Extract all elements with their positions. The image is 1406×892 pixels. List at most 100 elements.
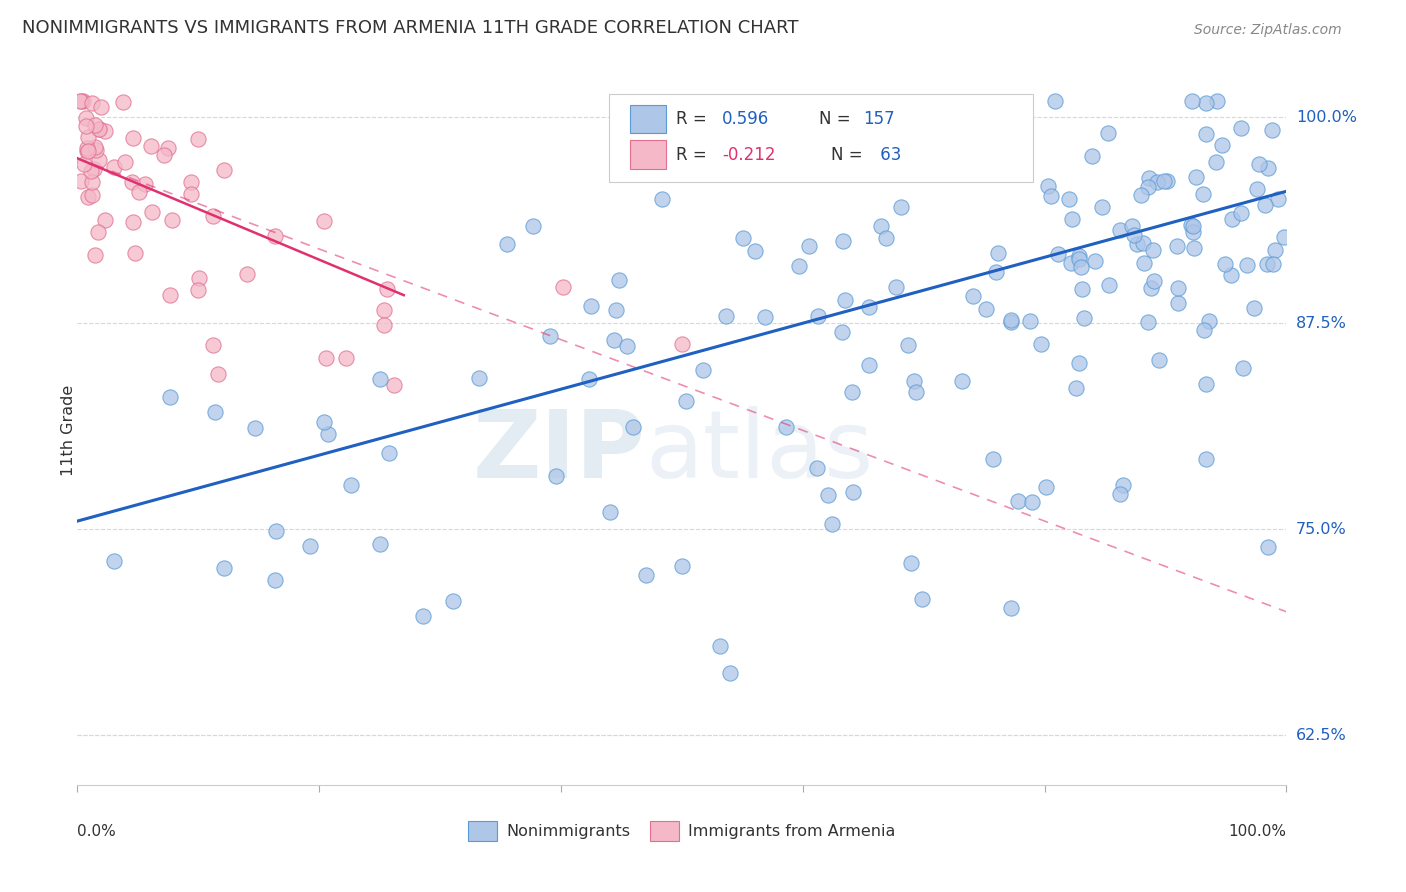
Point xyxy=(83,161,105,176)
Text: NONIMMIGRANTS VS IMMIGRANTS FROM ARMENIA 11TH GRADE CORRELATION CHART: NONIMMIGRANTS VS IMMIGRANTS FROM ARMENIA… xyxy=(21,19,799,37)
Point xyxy=(869,219,891,234)
Point xyxy=(141,205,163,219)
Point xyxy=(124,245,146,260)
Point xyxy=(1205,155,1227,169)
Text: -0.212: -0.212 xyxy=(721,145,775,163)
Point xyxy=(87,225,110,239)
Point xyxy=(858,359,880,373)
Point xyxy=(1097,126,1119,140)
Point xyxy=(373,318,395,332)
Point xyxy=(1007,494,1029,508)
Point xyxy=(122,131,145,145)
Point xyxy=(1073,311,1095,326)
Point xyxy=(1140,281,1163,295)
Point xyxy=(1080,149,1102,163)
Point xyxy=(910,591,932,606)
Point xyxy=(264,524,287,539)
Point xyxy=(1067,356,1090,370)
Point xyxy=(1195,451,1218,466)
Point xyxy=(1108,487,1130,501)
Point xyxy=(1167,296,1189,310)
Point xyxy=(159,391,181,405)
Point xyxy=(73,157,96,171)
Point xyxy=(299,539,322,553)
Point xyxy=(1084,253,1107,268)
Point xyxy=(76,189,98,203)
Point xyxy=(1136,315,1159,329)
Point xyxy=(72,94,94,108)
Text: 0.0%: 0.0% xyxy=(77,824,117,838)
Point xyxy=(84,144,107,158)
Point xyxy=(634,568,657,582)
Point xyxy=(1125,237,1147,252)
Point xyxy=(1272,230,1295,244)
Point xyxy=(134,177,156,191)
Point xyxy=(602,333,624,347)
Point xyxy=(1229,205,1251,219)
Point xyxy=(84,140,107,154)
Point xyxy=(187,271,209,285)
Text: 62.5%: 62.5% xyxy=(1296,728,1347,743)
Point xyxy=(1143,274,1166,288)
Text: 157: 157 xyxy=(863,110,894,128)
Point xyxy=(1220,268,1243,282)
Point xyxy=(1166,239,1188,253)
Point xyxy=(207,367,229,381)
Text: 100.0%: 100.0% xyxy=(1229,824,1286,838)
Point xyxy=(875,231,897,245)
Point xyxy=(821,517,844,532)
Point xyxy=(89,121,111,136)
Point xyxy=(1198,314,1220,328)
Point xyxy=(974,302,997,317)
Point xyxy=(834,293,856,308)
Point xyxy=(368,372,391,386)
Point xyxy=(1059,256,1081,270)
Point xyxy=(842,485,865,500)
Point xyxy=(1001,156,1024,170)
Point xyxy=(1059,193,1081,207)
Point xyxy=(1136,179,1159,194)
Point xyxy=(1147,353,1170,368)
Point xyxy=(335,351,357,365)
Point xyxy=(896,338,918,352)
Point xyxy=(1035,481,1057,495)
Point xyxy=(651,193,673,207)
Point xyxy=(1019,313,1042,327)
Point xyxy=(83,118,105,132)
Point xyxy=(1236,258,1258,272)
Point xyxy=(1004,151,1026,165)
Point xyxy=(1122,227,1144,242)
Point xyxy=(76,130,98,145)
Point xyxy=(1121,219,1143,233)
Point xyxy=(245,421,267,435)
Point xyxy=(121,175,143,189)
Point xyxy=(775,420,797,434)
Point xyxy=(1182,241,1205,255)
Point xyxy=(76,141,98,155)
Point xyxy=(621,420,644,434)
Point xyxy=(204,405,226,419)
Point xyxy=(1036,179,1059,194)
Point xyxy=(884,280,907,294)
Point xyxy=(180,175,202,189)
Point xyxy=(744,244,766,258)
Point xyxy=(314,214,336,228)
Text: R =: R = xyxy=(676,145,711,163)
Point xyxy=(1066,381,1088,395)
Point xyxy=(709,639,731,653)
Point xyxy=(1167,281,1189,295)
Bar xyxy=(630,105,666,133)
Point xyxy=(1192,323,1215,337)
Text: ZIP: ZIP xyxy=(472,406,645,498)
Point xyxy=(578,372,600,386)
Y-axis label: 11th Grade: 11th Grade xyxy=(62,384,76,476)
Point xyxy=(1146,175,1168,189)
Point xyxy=(412,609,434,624)
Point xyxy=(1257,541,1279,555)
Point xyxy=(981,452,1004,467)
Point xyxy=(553,280,575,294)
Point xyxy=(1069,252,1091,266)
Point xyxy=(579,299,602,313)
Point xyxy=(965,167,987,181)
Point xyxy=(1249,156,1271,170)
